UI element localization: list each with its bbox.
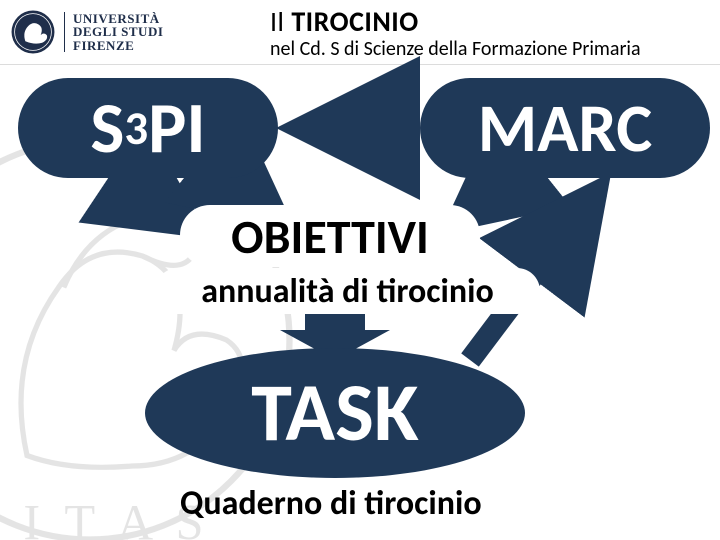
university-name: UNIVERSITÀ DEGLI STUDI FIRENZE	[73, 12, 163, 53]
node-task: TASK	[145, 348, 525, 478]
university-crest-icon	[10, 9, 56, 55]
slide-title: Il TIROCINIO	[270, 4, 641, 39]
svg-text:S I T A S: S I T A S	[0, 495, 210, 540]
logo-block: UNIVERSITÀ DEGLI STUDI FIRENZE	[0, 0, 163, 64]
s3pi-pre: S	[90, 84, 124, 172]
caption-quaderno: Quaderno di tirocinio	[180, 483, 482, 524]
title-bold: TIROCINIO	[291, 4, 418, 39]
slide: S I T A S UNIVERSITÀ DEGLI STUDI FIRENZE…	[0, 0, 720, 540]
title-prefix: Il	[270, 4, 291, 39]
s3pi-sub: 3	[124, 99, 148, 157]
task-text: TASK	[251, 363, 418, 463]
node-s3pi: S3PI	[18, 78, 278, 178]
uni-name-line2: DEGLI STUDI	[73, 25, 163, 39]
annualita-text: annualità di tirocinio	[201, 271, 494, 312]
node-annualita: annualità di tirocinio	[155, 268, 540, 314]
logo-divider	[64, 12, 65, 52]
uni-name-line3: FIRENZE	[73, 39, 163, 53]
s3pi-post: PI	[148, 84, 206, 172]
slide-subtitle: nel Cd. S di Scienze della Formazione Pr…	[270, 37, 641, 61]
node-marc: MARC	[420, 78, 710, 178]
node-obiettivi: OBIETTIVI	[180, 205, 480, 267]
quaderno-text: Quaderno di tirocinio	[180, 483, 482, 524]
header-titles: Il TIROCINIO nel Cd. S di Scienze della …	[270, 4, 641, 61]
header: UNIVERSITÀ DEGLI STUDI FIRENZE Il TIROCI…	[0, 0, 720, 65]
obiettivi-text: OBIETTIVI	[231, 207, 429, 266]
uni-name-line1: UNIVERSITÀ	[73, 12, 163, 26]
background-crest: S I T A S	[0, 130, 300, 540]
marc-text: MARC	[478, 87, 652, 170]
